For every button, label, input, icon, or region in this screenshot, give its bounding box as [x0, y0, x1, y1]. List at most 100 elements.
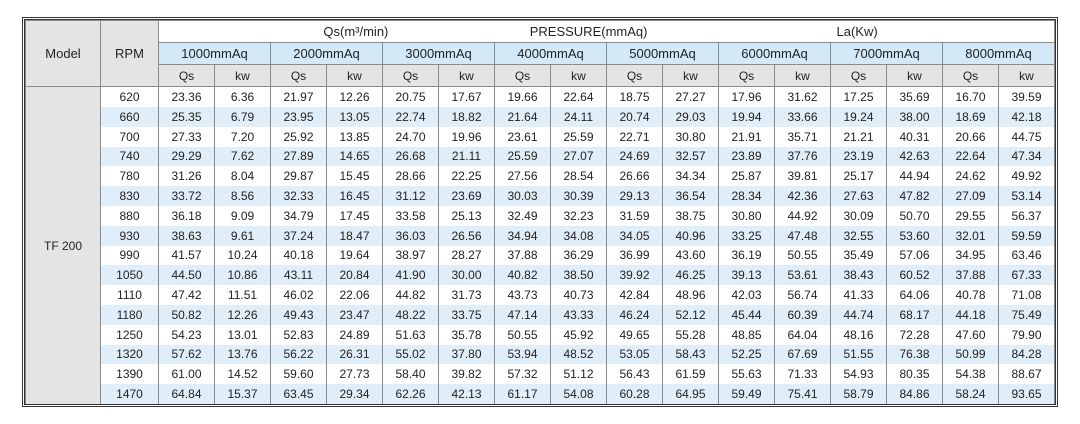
model-header: Model — [25, 20, 101, 87]
value-cell: 34.08 — [550, 225, 607, 246]
value-cell: 30.09 — [830, 205, 887, 226]
value-cell: 12.26 — [214, 304, 271, 325]
value-cell: 34.79 — [270, 205, 327, 226]
data-row: 930 38.63 9.61 37.24 18.47 36.03 26.56 34.94 34.… — [26, 225, 1055, 246]
value-cell: 25.59 — [494, 146, 551, 167]
group-labels: Qs(m³/min) PRESSURE(mmAq) La(Kw) — [159, 21, 1054, 42]
data-row: 1390 61.00 14.52 59.60 27.73 58.40 39.82 57.32 5… — [26, 364, 1055, 385]
rpm-cell: 1110 — [100, 285, 159, 305]
value-cell: 44.92 — [774, 205, 831, 226]
value-cell: 31.62 — [774, 86, 831, 107]
value-cell: 34.95 — [942, 245, 999, 266]
value-cell: 63.46 — [998, 245, 1055, 266]
value-cell: 29.03 — [662, 107, 719, 127]
data-row: 660 25.35 6.79 23.95 13.05 22.74 18.82 21.64 24.… — [26, 107, 1055, 127]
value-cell: 20.66 — [942, 126, 999, 147]
subheader: kw — [886, 64, 943, 87]
value-cell: 57.06 — [886, 245, 943, 266]
value-cell: 38.50 — [550, 265, 607, 286]
value-cell: 31.59 — [606, 205, 663, 226]
value-cell: 44.18 — [942, 304, 999, 325]
value-cell: 20.84 — [326, 265, 383, 286]
value-cell: 7.62 — [214, 146, 271, 167]
value-cell: 53.14 — [998, 186, 1055, 206]
rpm-cell: 740 — [100, 146, 159, 167]
value-cell: 64.95 — [662, 384, 719, 404]
value-cell: 36.29 — [550, 245, 607, 266]
value-cell: 51.63 — [382, 324, 439, 345]
value-cell: 33.25 — [718, 225, 775, 246]
value-cell: 48.52 — [550, 344, 607, 365]
value-cell: 67.69 — [774, 344, 831, 365]
value-cell: 9.09 — [214, 205, 271, 226]
value-cell: 39.82 — [438, 364, 495, 385]
pressure-header: 3000mmAq — [382, 42, 495, 65]
value-cell: 35.49 — [830, 245, 887, 266]
value-cell: 18.75 — [606, 86, 663, 107]
value-cell: 29.34 — [326, 384, 383, 404]
value-cell: 21.21 — [830, 126, 887, 147]
value-cell: 37.24 — [270, 225, 327, 246]
value-cell: 32.49 — [494, 205, 551, 226]
value-cell: 21.11 — [438, 146, 495, 167]
value-cell: 53.61 — [774, 265, 831, 286]
value-cell: 24.69 — [606, 146, 663, 167]
subheader: kw — [214, 64, 271, 87]
value-cell: 30.03 — [494, 186, 551, 206]
value-cell: 10.86 — [214, 265, 271, 286]
value-cell: 22.71 — [606, 126, 663, 147]
pressure-header: 5000mmAq — [606, 42, 719, 65]
value-cell: 27.07 — [550, 146, 607, 167]
value-cell: 14.52 — [214, 364, 271, 385]
value-cell: 68.17 — [886, 304, 943, 325]
value-cell: 32.01 — [942, 225, 999, 246]
subheader: kw — [550, 64, 607, 87]
data-row: 1250 54.23 13.01 52.83 24.89 51.63 35.78 50.55 4… — [26, 324, 1055, 345]
value-cell: 42.84 — [606, 285, 663, 305]
value-cell: 26.56 — [438, 225, 495, 246]
value-cell: 26.68 — [382, 146, 439, 167]
subheader: Qs — [382, 64, 439, 87]
value-cell: 16.45 — [326, 186, 383, 206]
value-cell: 32.33 — [270, 186, 327, 206]
rpm-cell: 1320 — [100, 344, 159, 365]
value-cell: 58.24 — [942, 384, 999, 404]
pressure-header: 7000mmAq — [830, 42, 943, 65]
value-cell: 60.39 — [774, 304, 831, 325]
value-cell: 16.70 — [942, 86, 999, 107]
value-cell: 30.39 — [550, 186, 607, 206]
pressure-header: 8000mmAq — [942, 42, 1055, 65]
value-cell: 27.33 — [158, 126, 215, 147]
value-cell: 36.99 — [606, 245, 663, 266]
value-cell: 61.00 — [158, 364, 215, 385]
value-cell: 54.38 — [942, 364, 999, 385]
value-cell: 24.70 — [382, 126, 439, 147]
value-cell: 44.74 — [830, 304, 887, 325]
value-cell: 51.55 — [830, 344, 887, 365]
value-cell: 28.27 — [438, 245, 495, 266]
value-cell: 46.02 — [270, 285, 327, 305]
value-cell: 80.35 — [886, 364, 943, 385]
rpm-cell: 1470 — [100, 384, 159, 404]
value-cell: 76.38 — [886, 344, 943, 365]
value-cell: 58.40 — [382, 364, 439, 385]
value-cell: 41.57 — [158, 245, 215, 266]
value-cell: 34.94 — [494, 225, 551, 246]
value-cell: 19.24 — [830, 107, 887, 127]
value-cell: 46.25 — [662, 265, 719, 286]
value-cell: 61.59 — [662, 364, 719, 385]
value-cell: 84.86 — [886, 384, 943, 404]
value-cell: 21.97 — [270, 86, 327, 107]
value-cell: 47.14 — [494, 304, 551, 325]
value-cell: 10.24 — [214, 245, 271, 266]
subheader: kw — [326, 64, 383, 87]
value-cell: 62.26 — [382, 384, 439, 404]
pressure-header: 1000mmAq — [158, 42, 271, 65]
value-cell: 35.69 — [886, 86, 943, 107]
value-cell: 28.34 — [718, 186, 775, 206]
value-cell: 36.18 — [158, 205, 215, 226]
subheader: kw — [438, 64, 495, 87]
value-cell: 24.89 — [326, 324, 383, 345]
subheader: kw — [774, 64, 831, 87]
value-cell: 13.85 — [326, 126, 383, 147]
